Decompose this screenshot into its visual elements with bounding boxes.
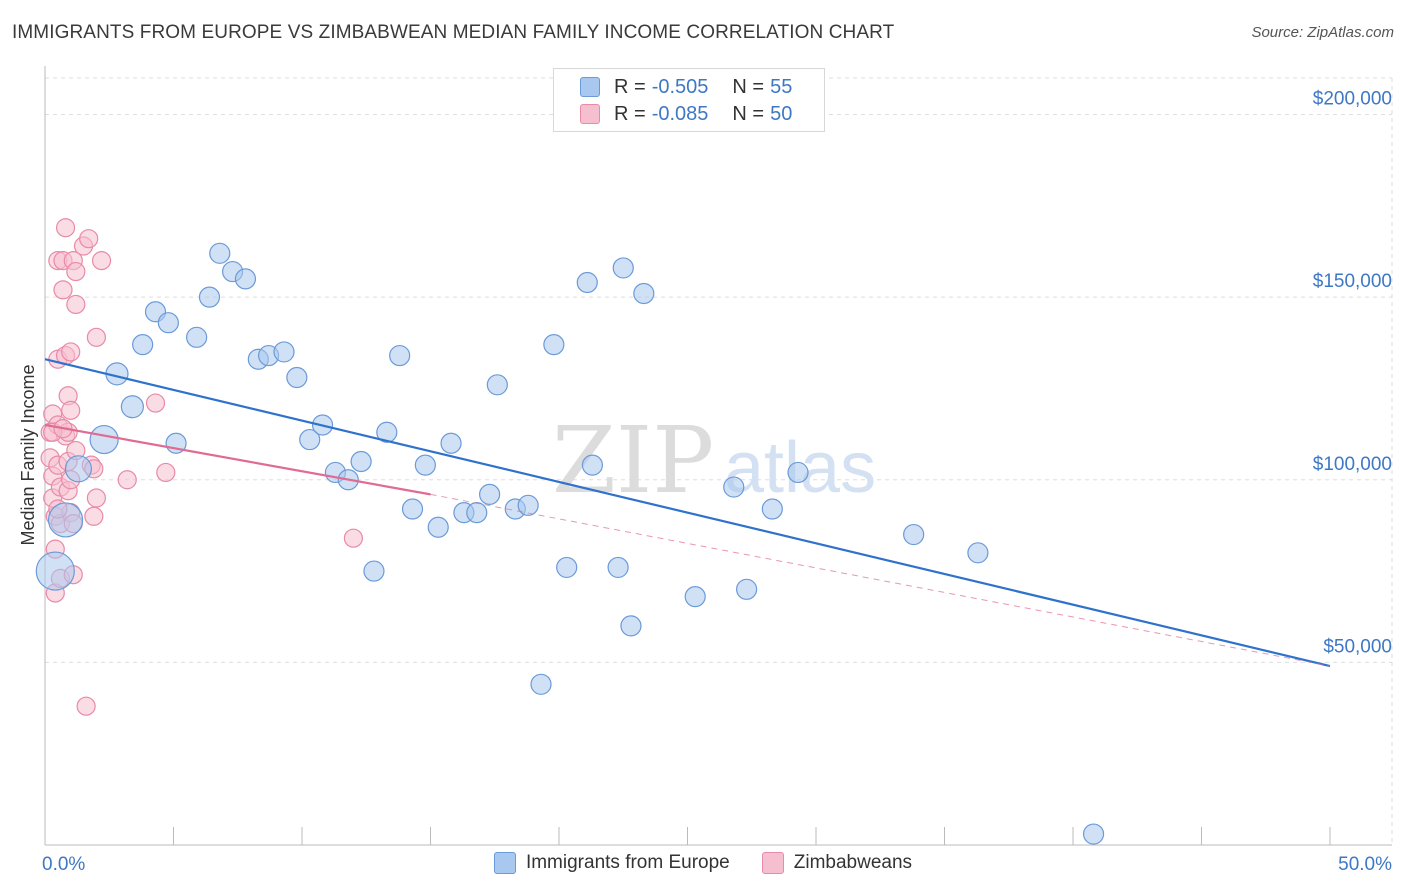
europe-point: [234, 268, 257, 290]
europe-point: [350, 450, 372, 473]
legend-label-europe: Immigrants from Europe: [525, 852, 730, 873]
europe-point: [414, 454, 436, 476]
legend-label-zimbabweans: Zimbabweans: [793, 852, 913, 873]
zimbabwean-point: [76, 696, 96, 716]
europe-point: [684, 586, 706, 608]
legend-r-value: -0.085: [651, 102, 709, 125]
legend-r-label: R =: [614, 75, 646, 98]
europe-point: [543, 334, 565, 356]
x-tick-label: 50.0%: [1338, 854, 1392, 875]
europe-point: [401, 498, 424, 520]
legend-swatch-pink: [580, 104, 600, 124]
legend-swatch-blue: [580, 77, 600, 97]
europe-point: [787, 461, 809, 484]
europe-point: [517, 494, 539, 516]
zimbabwean-point: [86, 488, 107, 508]
zimbabwean-point: [117, 470, 137, 490]
zimbabwean-point: [86, 327, 107, 347]
y-axis-label: Median Family Income: [18, 364, 38, 545]
zimbabwean-trend-extension: [430, 493, 1331, 667]
correlation-legend: R = -0.505 N = 55 R = -0.085 N = 50: [553, 68, 825, 132]
europe-point: [89, 424, 119, 455]
europe-point: [903, 523, 925, 546]
europe-point: [64, 455, 93, 483]
y-tick-label: $50,000: [1323, 636, 1392, 657]
europe-point: [736, 578, 758, 600]
zimbabwean-point: [55, 218, 76, 238]
legend-n-value: 55: [770, 75, 793, 98]
series-legend: Immigrants from Europe Zimbabweans: [0, 852, 1406, 874]
europe-point: [556, 556, 578, 579]
europe-point: [47, 502, 84, 538]
europe-point: [209, 242, 231, 264]
axes: [44, 66, 1392, 846]
trend-lines: [44, 358, 1331, 668]
europe-point: [479, 483, 501, 505]
legend-item-zimbabweans[interactable]: Zimbabweans: [761, 852, 913, 874]
immigrants-europe-points: [35, 242, 1105, 845]
europe-point: [761, 498, 783, 520]
chart-title: IMMIGRANTS FROM EUROPE VS ZIMBABWEAN MED…: [12, 22, 895, 43]
legend-n-label: N =: [732, 75, 765, 98]
europe-point: [35, 551, 75, 591]
europe-point: [486, 374, 508, 396]
europe-point: [581, 454, 604, 476]
legend-n-value: 50: [770, 102, 793, 125]
zimbabwean-point: [53, 280, 73, 300]
zimbabwean-point: [61, 342, 81, 362]
europe-point: [612, 257, 634, 279]
europe-point: [286, 366, 308, 389]
y-tick-label: $200,000: [1313, 89, 1392, 110]
europe-point: [723, 476, 745, 498]
europe-point: [620, 615, 642, 637]
europe-point: [427, 516, 449, 538]
x-tick-label: 0.0%: [42, 854, 85, 875]
europe-point: [1082, 823, 1105, 845]
legend-n-label: N =: [732, 102, 765, 125]
europe-point: [440, 432, 462, 454]
legend-swatch-blue: [493, 852, 516, 874]
zimbabwean-point: [343, 528, 363, 548]
europe-point: [363, 560, 385, 582]
europe-point: [186, 326, 208, 348]
europe-point: [633, 282, 655, 305]
zimbabwean-point: [91, 251, 112, 271]
legend-swatch-pink: [761, 852, 784, 874]
zimbabwean-point: [66, 294, 86, 315]
legend-r-value: -0.505: [651, 75, 709, 98]
europe-point: [273, 341, 295, 363]
zimbabwean-point: [61, 400, 81, 420]
y-tick-label: $100,000: [1313, 454, 1392, 475]
europe-point: [576, 271, 598, 294]
europe-point: [389, 344, 411, 367]
europe-trend-line: [44, 358, 1331, 668]
europe-point: [120, 395, 144, 419]
y-tick-label: $150,000: [1313, 271, 1392, 292]
watermark-zip: ZIP: [552, 407, 714, 514]
zimbabwean-point: [79, 229, 99, 249]
zimbabwean-point: [66, 261, 86, 282]
europe-point: [530, 673, 552, 695]
legend-r-label: R =: [614, 102, 646, 125]
europe-point: [157, 312, 179, 334]
zimbabwean-point: [145, 393, 166, 413]
legend-item-europe[interactable]: Immigrants from Europe: [493, 852, 730, 874]
legend-row-zimbabweans: R = -0.085 N = 50: [580, 102, 798, 126]
source-label: Source: ZipAtlas.com: [1251, 24, 1394, 41]
europe-point: [607, 556, 629, 579]
europe-point: [466, 502, 488, 524]
legend-row-europe: R = -0.505 N = 55: [580, 75, 798, 99]
europe-point: [132, 334, 154, 356]
europe-point: [967, 542, 989, 564]
zimbabwean-point: [156, 462, 176, 483]
europe-point: [376, 421, 398, 443]
europe-point: [198, 286, 221, 308]
zimbabwean-trend-line: [44, 423, 431, 496]
europe-point: [299, 428, 321, 451]
axis-ticks: $50,000 $100,000 $150,000 $200,000 0.0% 50.0%: [42, 89, 1392, 875]
zimbabwean-point: [84, 506, 104, 526]
